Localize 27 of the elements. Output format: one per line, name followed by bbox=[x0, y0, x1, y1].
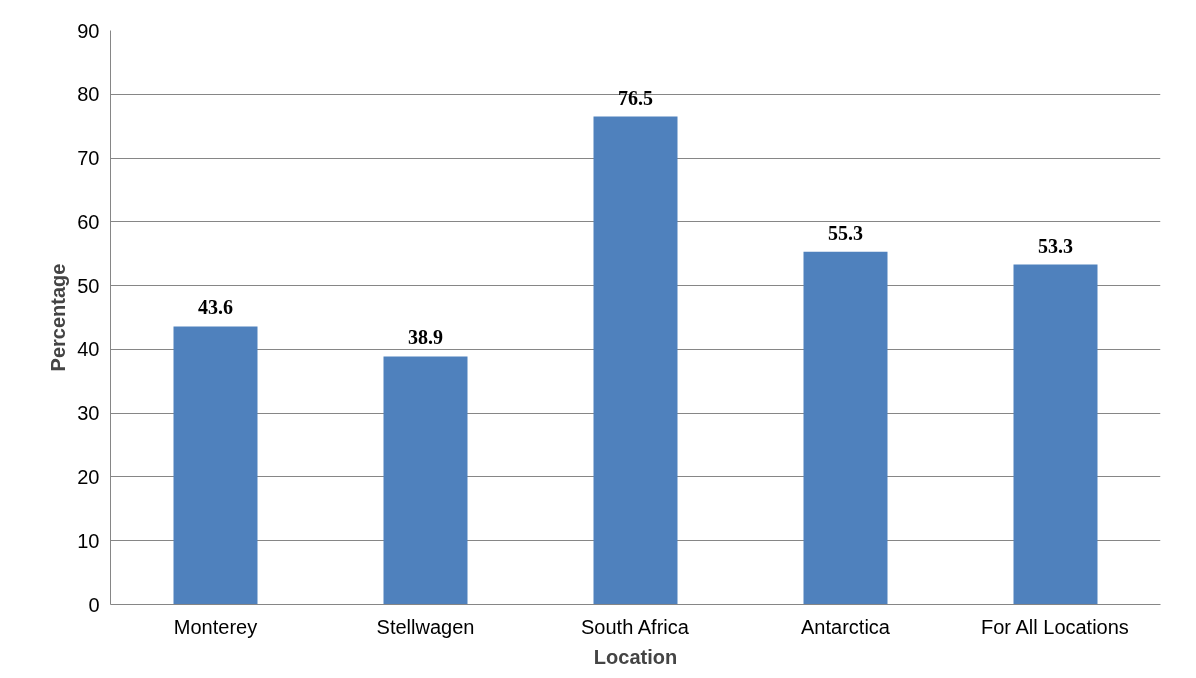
data-label: 76.5 bbox=[618, 86, 653, 109]
x-tick-label: South Africa bbox=[581, 615, 690, 638]
bar bbox=[593, 116, 678, 605]
x-tick-label: Monterey bbox=[173, 615, 258, 638]
bar bbox=[803, 251, 888, 605]
x-tick-label: For All Locations bbox=[981, 615, 1129, 638]
bar bbox=[173, 326, 258, 605]
x-tick-label: Stellwagen bbox=[376, 615, 475, 638]
x-tick-label: Antarctica bbox=[801, 615, 891, 638]
y-tick-label: 0 bbox=[88, 593, 100, 616]
bar bbox=[383, 356, 468, 605]
data-label: 43.6 bbox=[198, 296, 233, 319]
y-tick-label: 50 bbox=[77, 274, 100, 297]
y-tick-label: 90 bbox=[77, 19, 100, 42]
data-label: 53.3 bbox=[1038, 234, 1073, 257]
data-label: 55.3 bbox=[828, 221, 863, 244]
y-tick-label: 30 bbox=[77, 402, 100, 425]
y-tick-label: 70 bbox=[77, 147, 100, 170]
data-label: 38.9 bbox=[408, 326, 443, 349]
y-tick-label: 20 bbox=[77, 465, 100, 488]
y-tick-label: 60 bbox=[77, 210, 100, 233]
x-axis-title: Location bbox=[593, 645, 678, 668]
bar bbox=[1013, 264, 1098, 605]
y-axis-title: Percentage bbox=[47, 263, 70, 372]
y-tick-label: 40 bbox=[77, 338, 100, 361]
y-tick-label: 80 bbox=[77, 83, 100, 106]
y-tick-label: 10 bbox=[77, 529, 100, 552]
